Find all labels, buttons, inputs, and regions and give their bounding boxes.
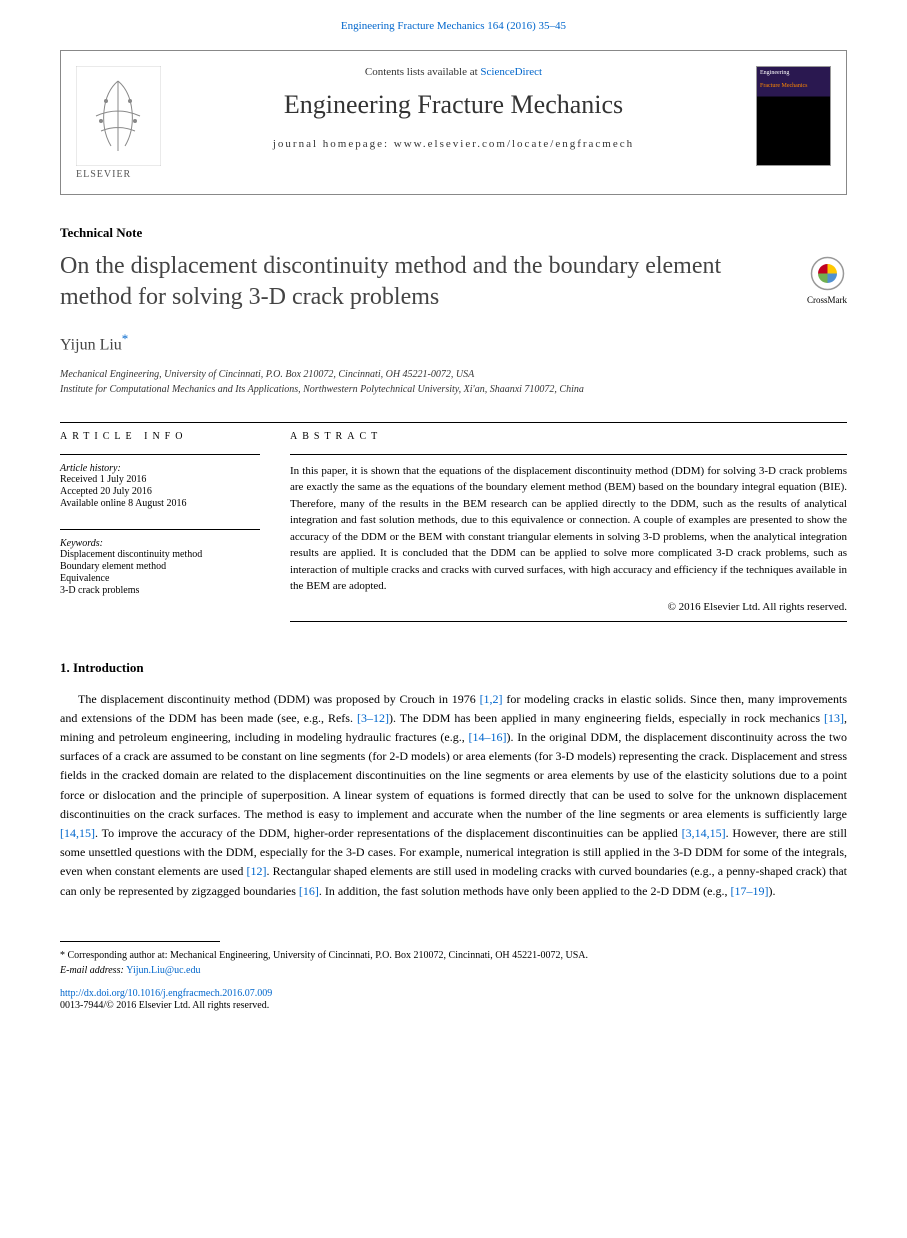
affiliation-2: Institute for Computational Mechanics an… <box>60 382 847 397</box>
corresponding-author-note: * Corresponding author at: Mechanical En… <box>60 948 847 978</box>
contents-line: Contents lists available at ScienceDirec… <box>61 66 846 78</box>
divider <box>290 621 847 622</box>
keyword: Displacement discontinuity method <box>60 549 260 560</box>
history-heading: Article history: <box>60 463 260 474</box>
email-label: E-mail address: <box>60 965 126 976</box>
article-title: On the displacement discontinuity method… <box>60 251 847 313</box>
author-name[interactable]: Yijun Liu <box>60 337 122 354</box>
homepage-url[interactable]: www.elsevier.com/locate/engfracmech <box>394 138 634 150</box>
text: The displacement discontinuity method (D… <box>78 692 480 706</box>
text: . To improve the accuracy of the DDM, hi… <box>95 826 682 840</box>
sciencedirect-link[interactable]: ScienceDirect <box>480 66 542 78</box>
running-header: Engineering Fracture Mechanics 164 (2016… <box>0 0 907 40</box>
reference-link[interactable]: [16] <box>299 884 319 898</box>
accepted-date: Accepted 20 July 2016 <box>60 486 260 497</box>
info-label: ARTICLE INFO <box>60 431 260 442</box>
reference-link[interactable]: [3,14,15] <box>682 826 726 840</box>
article-type: Technical Note <box>60 225 847 241</box>
homepage-line: journal homepage: www.elsevier.com/locat… <box>61 138 846 150</box>
affiliations: Mechanical Engineering, University of Ci… <box>60 367 847 397</box>
copyright: © 2016 Elsevier Ltd. All rights reserved… <box>290 601 847 613</box>
divider <box>60 529 260 530</box>
corresponding-text: Corresponding author at: Mechanical Engi… <box>65 950 588 961</box>
introduction-paragraph: The displacement discontinuity method (D… <box>60 690 847 901</box>
journal-reference[interactable]: Engineering Fracture Mechanics 164 (2016… <box>341 20 566 32</box>
abstract-label: ABSTRACT <box>290 431 847 442</box>
author-corresponding-mark: * <box>122 331 129 346</box>
elsevier-logo[interactable] <box>76 66 161 166</box>
reference-link[interactable]: [14–16] <box>468 730 506 744</box>
section-heading-introduction: 1. Introduction <box>60 660 847 676</box>
masthead-center: Contents lists available at ScienceDirec… <box>61 51 846 150</box>
keyword: Boundary element method <box>60 561 260 572</box>
abstract-text: In this paper, it is shown that the equa… <box>290 463 847 595</box>
contents-prefix: Contents lists available at <box>365 66 480 78</box>
journal-title: Engineering Fracture Mechanics <box>61 90 846 120</box>
crossmark-badge[interactable]: CrossMark <box>807 256 847 305</box>
reference-link[interactable]: [3–12] <box>357 711 389 725</box>
email-link[interactable]: Yijun.Liu@uc.edu <box>126 965 200 976</box>
elsevier-name: ELSEVIER <box>76 169 131 180</box>
doi-link[interactable]: http://dx.doi.org/10.1016/j.engfracmech.… <box>60 988 847 999</box>
reference-link[interactable]: [13] <box>824 711 844 725</box>
text: . In addition, the fast solution methods… <box>319 884 731 898</box>
divider <box>60 422 847 423</box>
journal-cover-thumbnail[interactable]: Engineering Fracture Mechanics <box>756 66 831 166</box>
keyword: Equivalence <box>60 573 260 584</box>
reference-link[interactable]: [14,15] <box>60 826 95 840</box>
article-body: Technical Note On the displacement disco… <box>0 225 907 1011</box>
article-info: ARTICLE INFO Article history: Received 1… <box>60 431 260 630</box>
footnote-separator <box>60 941 220 942</box>
received-date: Received 1 July 2016 <box>60 474 260 485</box>
available-date: Available online 8 August 2016 <box>60 498 260 509</box>
text: ). <box>769 884 776 898</box>
cover-title-line1: Engineering <box>757 67 830 80</box>
info-abstract-row: ARTICLE INFO Article history: Received 1… <box>60 431 847 630</box>
reference-link[interactable]: [12] <box>247 864 267 878</box>
authors: Yijun Liu* <box>60 331 847 354</box>
masthead: ELSEVIER Contents lists available at Sci… <box>60 50 847 195</box>
divider <box>60 454 260 455</box>
affiliation-1: Mechanical Engineering, University of Ci… <box>60 367 847 382</box>
text: ). The DDM has been applied in many engi… <box>389 711 824 725</box>
reference-link[interactable]: [17–19] <box>731 884 769 898</box>
homepage-prefix: journal homepage: <box>273 138 394 150</box>
crossmark-icon <box>810 256 845 291</box>
keywords-heading: Keywords: <box>60 538 260 549</box>
crossmark-label: CrossMark <box>807 295 847 305</box>
cover-title-line2: Fracture Mechanics <box>757 80 830 93</box>
reference-link[interactable]: [1,2] <box>480 692 503 706</box>
keyword: 3-D crack problems <box>60 585 260 596</box>
divider <box>290 454 847 455</box>
issn-copyright: 0013-7944/© 2016 Elsevier Ltd. All right… <box>60 1000 847 1011</box>
abstract-column: ABSTRACT In this paper, it is shown that… <box>290 431 847 630</box>
